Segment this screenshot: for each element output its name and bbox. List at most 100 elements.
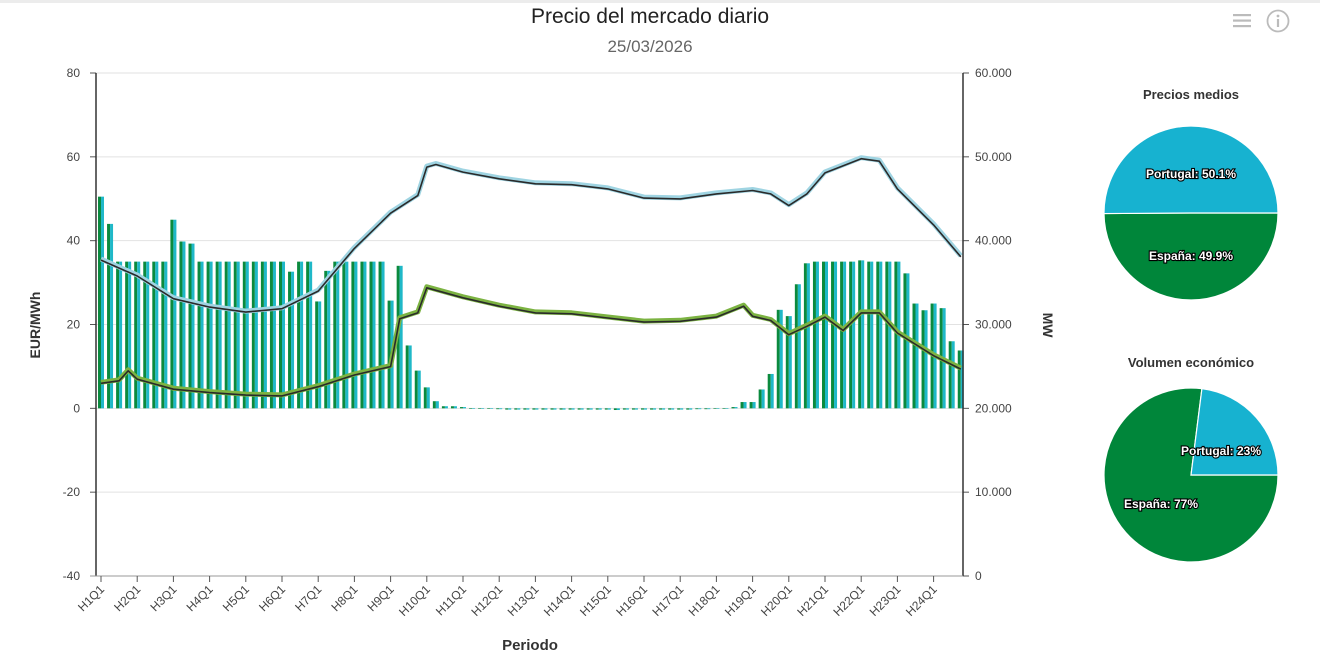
bar-portugal xyxy=(598,408,602,410)
bar-spain xyxy=(134,261,138,409)
bar-portugal xyxy=(481,408,485,409)
x-tick-label: H16Q1 xyxy=(613,582,650,619)
y2-tick-label: 50.000 xyxy=(975,150,1012,164)
top-border xyxy=(0,0,1320,3)
bar-portugal xyxy=(119,261,123,409)
bar-portugal xyxy=(634,408,638,410)
bar-spain xyxy=(260,261,264,409)
bar-portugal xyxy=(788,316,792,409)
bar-spain xyxy=(423,387,427,409)
bar-spain xyxy=(279,261,282,409)
bar-spain xyxy=(405,345,409,409)
bar-portugal xyxy=(644,408,647,410)
bar-portugal xyxy=(580,408,584,410)
x-tick-label: H22Q1 xyxy=(831,582,868,619)
x-tick-label: H24Q1 xyxy=(903,582,940,619)
pie-label: España: 77% xyxy=(1124,497,1198,511)
x-tick-label: H6Q1 xyxy=(256,582,288,614)
y2-tick-label: 10.000 xyxy=(975,485,1012,499)
bar-spain xyxy=(686,408,690,410)
y-tick-label: 40 xyxy=(67,234,81,248)
bar-spain xyxy=(414,370,418,409)
pie-label: España: 49.9% xyxy=(1149,249,1233,263)
bar-portugal xyxy=(806,263,810,409)
bar-spain xyxy=(876,261,880,409)
bar-portugal xyxy=(607,408,611,410)
hamburger-menu-icon[interactable] xyxy=(1230,9,1254,33)
bar-portugal xyxy=(870,261,874,409)
bar-spain xyxy=(369,261,373,409)
bar-portugal xyxy=(327,270,331,409)
bar-portugal xyxy=(508,408,512,410)
x-tick-label: H8Q1 xyxy=(328,582,360,614)
x-tick-label: H11Q1 xyxy=(433,582,469,618)
bar-portugal xyxy=(815,261,819,409)
bar-portugal xyxy=(200,261,204,409)
bar-portugal xyxy=(291,271,295,409)
bar-portugal xyxy=(589,408,593,410)
bar-spain xyxy=(441,406,445,409)
bar-portugal xyxy=(182,241,186,409)
line-lower xyxy=(100,287,962,397)
pie-slice-portugal[interactable] xyxy=(1190,388,1279,476)
bar-spain xyxy=(351,261,355,409)
bar-portugal xyxy=(128,261,132,409)
line-lower-halo xyxy=(100,284,962,398)
bar-spain xyxy=(668,408,672,410)
x-tick-label: H1Q1 xyxy=(75,582,107,614)
y2-tick-label: 30.000 xyxy=(975,318,1012,332)
pie-slice-spain[interactable] xyxy=(1103,212,1279,301)
y2-tick-label: 0 xyxy=(975,569,982,583)
bar-spain xyxy=(251,261,255,409)
bar-portugal xyxy=(191,243,195,409)
bar-spain xyxy=(215,261,219,409)
bar-spain xyxy=(125,261,129,409)
bar-portugal xyxy=(272,261,276,409)
line-upper-halo xyxy=(99,155,963,314)
bar-portugal xyxy=(336,261,340,409)
bar-portugal xyxy=(770,373,774,409)
bar-spain xyxy=(948,341,952,409)
bar-spain xyxy=(858,260,862,409)
bar-spain xyxy=(170,219,174,409)
y2-tick-label: 20.000 xyxy=(975,401,1012,415)
bar-spain xyxy=(622,408,626,410)
pie-slice-portugal[interactable] xyxy=(1103,125,1279,215)
bar-spain xyxy=(206,261,210,409)
bar-portugal xyxy=(553,408,557,410)
y2-tick-label: 40.000 xyxy=(975,234,1012,248)
bar-spain xyxy=(849,261,853,409)
bar-spain xyxy=(224,261,228,409)
bar-spain xyxy=(577,408,581,410)
y2-axis-title: MW xyxy=(1040,313,1056,339)
bar-spain xyxy=(885,261,889,409)
bar-portugal xyxy=(318,301,322,409)
bar-spain xyxy=(912,303,916,409)
bar-portugal xyxy=(499,408,503,410)
bar-portugal xyxy=(381,261,385,409)
bar-spain xyxy=(469,408,473,409)
bar-spain xyxy=(242,261,246,409)
bar-spain xyxy=(514,408,518,410)
bar-portugal xyxy=(924,310,928,409)
bar-portugal xyxy=(490,408,494,409)
bar-portugal xyxy=(843,261,847,409)
bar-portugal xyxy=(653,408,657,410)
bar-portugal xyxy=(254,261,258,409)
chart-title: Precio del mercado diario xyxy=(530,5,770,28)
bar-spain xyxy=(894,261,898,409)
bar-spain xyxy=(650,408,654,410)
bar-spain xyxy=(604,408,608,410)
bar-spain xyxy=(659,408,663,410)
bar-portugal xyxy=(472,408,476,409)
bar-portugal xyxy=(236,261,240,409)
x-tick-label: H21Q1 xyxy=(794,582,831,619)
bar-portugal xyxy=(662,408,666,410)
bar-spain xyxy=(152,261,156,409)
x-tick-label: H13Q1 xyxy=(505,582,542,619)
bar-spain xyxy=(586,408,590,410)
info-icon[interactable] xyxy=(1266,9,1290,33)
bar-spain xyxy=(867,261,871,409)
bar-portugal xyxy=(137,261,141,409)
bar-portugal xyxy=(399,265,403,409)
